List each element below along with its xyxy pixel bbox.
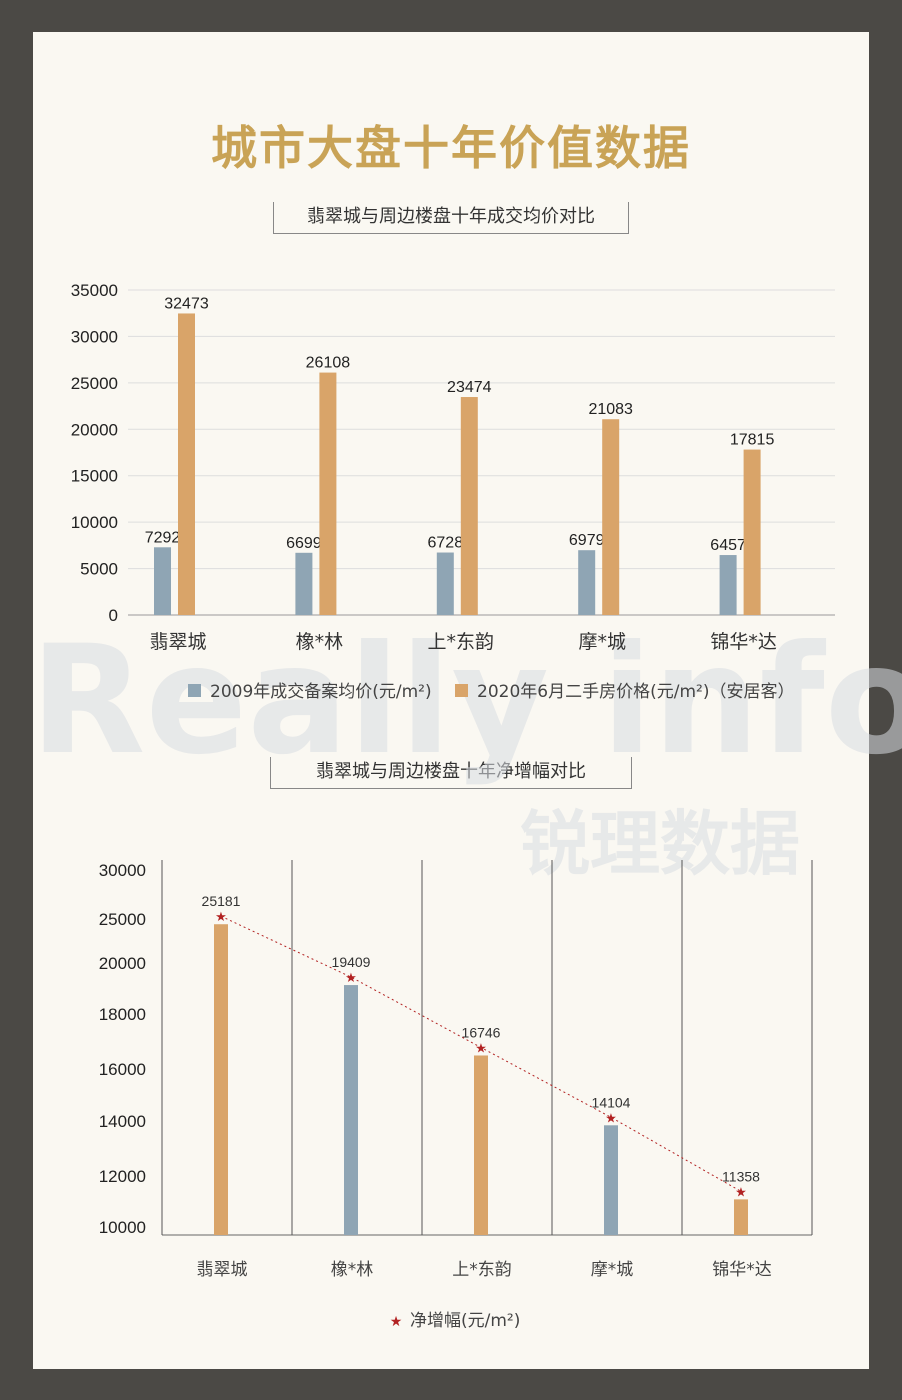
- watermark-text: Really info: [30, 614, 902, 788]
- bar: [214, 924, 228, 1235]
- data-label: 6728: [428, 535, 464, 552]
- y-tick-label: 10000: [71, 513, 118, 532]
- chart1-subtitle: 翡翠城与周边楼盘十年成交均价对比: [273, 202, 629, 234]
- watermark-cn-text: 锐理数据: [520, 803, 800, 885]
- data-label: 19409: [332, 954, 371, 970]
- bar: [474, 1055, 488, 1235]
- data-label: 11358: [722, 1168, 760, 1184]
- star-marker: ★: [605, 1111, 617, 1126]
- bar: [460, 397, 478, 615]
- chart-1: 0 5000 10000 15000 20000 25000 30000 35000 7292 3…: [71, 281, 835, 702]
- y-tick-label: 25000: [99, 910, 146, 929]
- bar: [344, 985, 358, 1235]
- legend-label: 2009年成交备案均价(元/m²): [210, 682, 432, 702]
- star-marker: ★: [735, 1185, 747, 1200]
- star-marker: ★: [475, 1041, 487, 1056]
- data-label: 21083: [588, 401, 633, 418]
- data-label: 14104: [592, 1094, 631, 1110]
- y-tick-label: 20000: [99, 954, 146, 973]
- x-tick-label: 橡*林: [331, 1260, 374, 1280]
- data-label: 6699: [286, 535, 322, 552]
- data-label: 7292: [145, 529, 181, 546]
- y-tick-label: 12000: [99, 1167, 146, 1186]
- legend-star-icon: ★: [390, 1314, 403, 1330]
- x-tick-label: 锦华*达: [710, 631, 777, 653]
- bar: [602, 419, 620, 615]
- page-title: 城市大盘十年价值数据: [211, 121, 691, 175]
- star-marker: ★: [345, 971, 357, 986]
- chart2-subtitle: 翡翠城与周边楼盘十年净增幅对比: [270, 757, 632, 789]
- data-label: 32473: [164, 295, 209, 312]
- y-tick-label: 15000: [71, 467, 118, 486]
- x-tick-label: 上*东韵: [452, 1260, 512, 1280]
- y-tick-label: 0: [109, 606, 118, 625]
- data-label: 25181: [202, 893, 241, 909]
- y-tick-label: 30000: [71, 327, 118, 346]
- trend-line: [220, 915, 742, 1192]
- y-tick-label: 5000: [80, 560, 118, 579]
- x-tick-label: 翡翠城: [197, 1260, 248, 1280]
- bar: [295, 552, 313, 615]
- data-label: 17815: [730, 432, 775, 449]
- data-label: 6457: [710, 537, 746, 554]
- bar: [178, 313, 195, 615]
- y-tick-label: 30000: [99, 861, 146, 880]
- y-tick-label: 14000: [99, 1112, 146, 1131]
- legend-label: 净增幅(元/m²): [410, 1311, 520, 1331]
- x-tick-label: 摩*城: [578, 631, 626, 653]
- bar: [719, 555, 737, 615]
- y-tick-label: 25000: [71, 374, 118, 393]
- bar: [436, 552, 454, 615]
- y-tick-label: 10000: [99, 1218, 146, 1237]
- legend-swatch: [188, 684, 201, 697]
- x-tick-label: 摩*城: [591, 1260, 634, 1280]
- chart-2: 10000 12000 14000 16000 18000 20000 25000 30000…: [99, 860, 813, 1331]
- bar: [604, 1125, 618, 1235]
- bar: [578, 550, 596, 615]
- star-marker: ★: [215, 910, 227, 925]
- data-label: 16746: [462, 1024, 501, 1040]
- watermark: Really info 锐理数据: [30, 614, 902, 885]
- legend-label: 2020年6月二手房价格(元/m²)（安居客）: [477, 682, 794, 702]
- legend-swatch: [455, 684, 468, 697]
- bar: [154, 547, 171, 615]
- y-tick-label: 20000: [71, 420, 118, 439]
- x-tick-label: 上*东韵: [428, 631, 495, 653]
- bar: [734, 1199, 748, 1235]
- x-tick-label: 翡翠城: [149, 631, 206, 653]
- x-tick-label: 橡*林: [296, 631, 344, 653]
- y-tick-label: 16000: [99, 1060, 146, 1079]
- data-label: 6979: [569, 532, 605, 549]
- infographic-card: [33, 32, 869, 1369]
- data-label: 26108: [306, 355, 351, 372]
- y-tick-label: 18000: [99, 1005, 146, 1024]
- data-label: 23474: [447, 379, 492, 396]
- bar: [319, 372, 337, 615]
- x-tick-label: 锦华*达: [712, 1260, 772, 1280]
- bar: [743, 449, 761, 615]
- y-tick-label: 35000: [71, 281, 118, 300]
